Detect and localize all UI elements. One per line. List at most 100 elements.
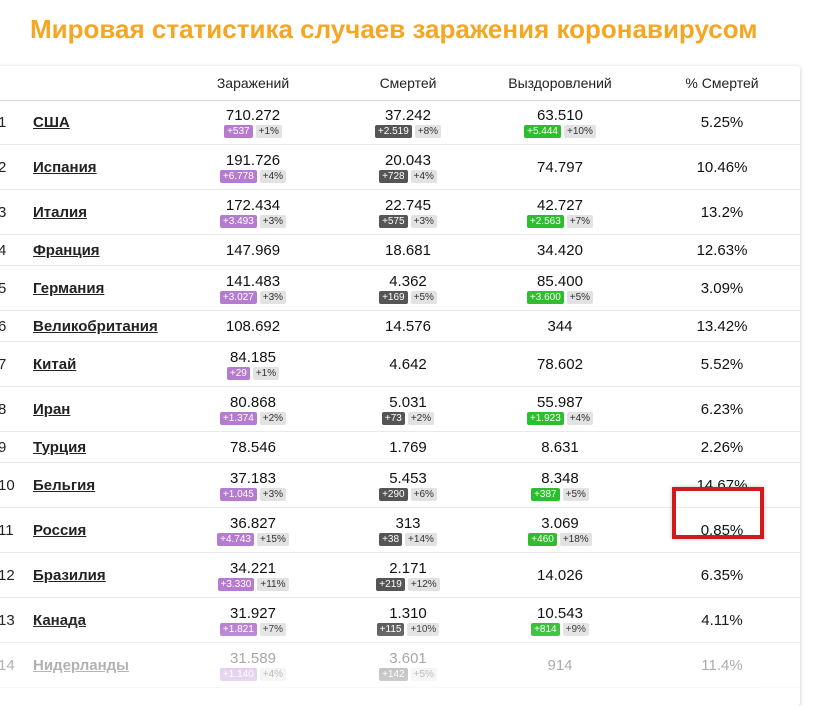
death-percent-value: 4.11%: [701, 611, 743, 629]
deaths-value: 5.031: [389, 393, 427, 411]
infected-deltas: +4.743 +15%: [217, 532, 289, 546]
recovered-value: 8.631: [541, 438, 579, 456]
rank-number: 6: [0, 317, 7, 335]
infected-delta-badge: +29: [226, 366, 250, 380]
recovered-value: 42.727: [537, 196, 583, 214]
infected-value: 78.546: [230, 438, 276, 456]
infected-delta-badge: +1.374: [219, 411, 257, 425]
country-link[interactable]: Германия: [33, 279, 105, 297]
deaths-delta-badge: +219: [376, 577, 405, 591]
deaths-deltas: +73 +2%: [381, 411, 435, 425]
recovered-value: 74.797: [537, 158, 583, 176]
deaths-deltas: +290 +6%: [379, 487, 437, 501]
infected-value: 191.726: [225, 151, 281, 169]
recovered-percent-badge: +9%: [562, 622, 589, 636]
death-percent-value: 0.85%: [700, 521, 744, 539]
country-link[interactable]: Франция: [33, 241, 100, 259]
deaths-value: 20.043: [385, 151, 431, 169]
infected-percent-badge: +1%: [252, 366, 280, 380]
infected-value: 710.272: [225, 106, 281, 124]
deaths-value: 1.310: [389, 604, 427, 622]
infected-delta-badge: +1.045: [219, 487, 257, 501]
infected-value: 37.183: [230, 469, 276, 487]
country-link[interactable]: Бразилия: [33, 566, 106, 584]
rank-number: 12: [0, 566, 15, 584]
country-link[interactable]: Канада: [33, 611, 86, 629]
deaths-deltas: +728 +4%: [379, 169, 437, 183]
country-link[interactable]: Россия: [33, 521, 87, 539]
table-row: 3 Италия 172.434 +3.493 +3% 22.745 +575 +3% 42.7…: [0, 190, 800, 235]
country-link[interactable]: Великобритания: [33, 317, 158, 335]
death-percent-value: 3.09%: [700, 279, 744, 297]
rank-number: 13: [0, 611, 15, 629]
infected-deltas: +3.330 +11%: [217, 577, 289, 591]
header-deaths[interactable]: Смертей: [379, 75, 437, 91]
deaths-deltas: +142 +5%: [379, 667, 437, 681]
death-percent-value: 13.2%: [700, 203, 744, 221]
deaths-value: 2.171: [389, 559, 427, 577]
infected-percent-badge: +3%: [259, 290, 287, 304]
rank-number: 3: [0, 203, 7, 221]
deaths-percent-badge: +14%: [405, 532, 437, 546]
infected-value: 172.434: [225, 196, 281, 214]
country-link[interactable]: Турция: [33, 438, 87, 456]
recovered-delta-badge: +5.444: [524, 124, 561, 138]
recovered-value: 3.069: [541, 514, 579, 532]
recovered-deltas: +3.600 +5%: [526, 290, 594, 304]
infected-deltas: +1.045 +3%: [219, 487, 287, 501]
death-percent-value: 6.35%: [700, 566, 744, 584]
country-link[interactable]: Испания: [33, 158, 97, 176]
infected-value: 108.692: [225, 317, 281, 335]
highlight-box: [672, 487, 764, 539]
recovered-value: 14.026: [537, 566, 583, 584]
recovered-value: 63.510: [537, 106, 583, 124]
header-infected[interactable]: Заражений: [216, 75, 290, 91]
country-link[interactable]: Нидерланды: [33, 656, 129, 674]
country-link[interactable]: Китай: [33, 355, 77, 373]
header-recovered[interactable]: Выздоровлений: [508, 75, 612, 91]
infected-deltas: +1.374 +2%: [219, 411, 287, 425]
rank-number: 9: [0, 438, 7, 456]
recovered-delta-badge: +1.923: [526, 411, 564, 425]
country-link[interactable]: Бельгия: [33, 476, 96, 494]
deaths-deltas: +115 +10%: [376, 622, 440, 636]
infected-percent-badge: +15%: [257, 532, 289, 546]
infected-value: 36.827: [230, 514, 276, 532]
recovered-value: 344: [547, 317, 573, 335]
infected-deltas: +29 +1%: [226, 366, 280, 380]
deaths-value: 37.242: [385, 106, 431, 124]
country-link[interactable]: Иран: [33, 400, 71, 418]
recovered-value: 914: [547, 656, 573, 674]
table-row: 7 Китай 84.185 +29 +1% 4.642 78.602 5.52%: [0, 342, 800, 387]
infected-value: 141.483: [225, 272, 281, 290]
table-row: 9 Турция 78.546 1.769 8.631 2.26%: [0, 432, 800, 463]
deaths-delta-badge: +575: [379, 214, 408, 228]
recovered-deltas: +1.923 +4%: [526, 411, 594, 425]
country-link[interactable]: Италия: [33, 203, 87, 221]
recovered-percent-badge: +5%: [566, 290, 594, 304]
infected-percent-badge: +4%: [259, 169, 287, 183]
recovered-value: 55.987: [537, 393, 583, 411]
infected-delta-badge: +4.743: [217, 532, 254, 546]
deaths-delta-badge: +290: [379, 487, 408, 501]
deaths-percent-badge: +5%: [410, 290, 437, 304]
deaths-value: 14.576: [385, 317, 431, 335]
table-row: 4 Франция 147.969 18.681 34.420 12.63%: [0, 235, 800, 266]
recovered-deltas: +2.563 +7%: [526, 214, 594, 228]
deaths-deltas: +575 +3%: [379, 214, 437, 228]
infected-percent-badge: +3%: [259, 214, 287, 228]
recovered-deltas: +814 +9%: [531, 622, 589, 636]
recovered-deltas: +460 +18%: [528, 532, 592, 546]
infected-percent-badge: +3%: [259, 487, 287, 501]
recovered-percent-badge: +18%: [559, 532, 592, 546]
country-link[interactable]: США: [33, 113, 70, 131]
death-percent-value: 11.4%: [701, 656, 743, 674]
rank-number: 8: [0, 400, 7, 418]
recovered-value: 34.420: [537, 241, 583, 259]
infected-percent-badge: +11%: [257, 577, 289, 591]
recovered-delta-badge: +2.563: [526, 214, 564, 228]
deaths-value: 3.601: [389, 649, 427, 667]
header-death-pct[interactable]: % Смертей: [685, 75, 759, 91]
deaths-value: 313: [395, 514, 421, 532]
rank-number: 7: [0, 355, 7, 373]
